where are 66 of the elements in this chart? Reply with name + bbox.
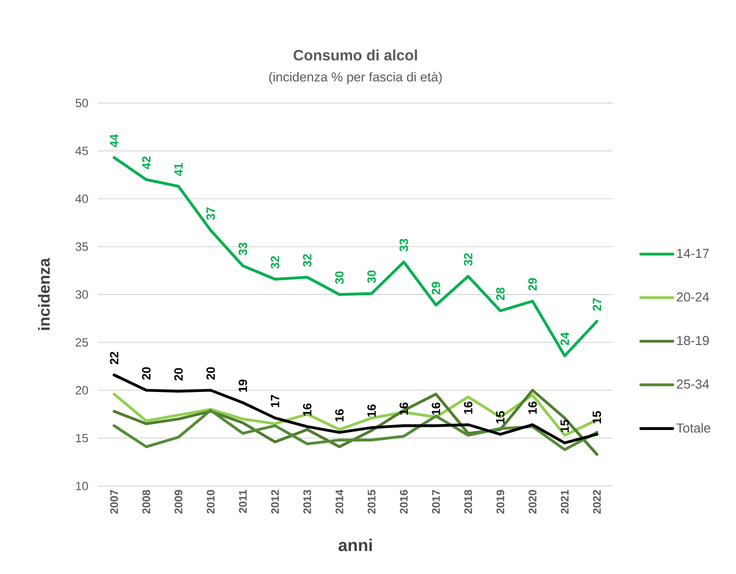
x-tick-label: 2014 (336, 490, 344, 514)
data-label: 29 (432, 282, 440, 294)
data-label: 32 (270, 256, 280, 269)
x-tick-label: 2011 (238, 490, 247, 514)
x-tick-label: 2009 (174, 490, 182, 514)
y-tick-label: 30 (76, 290, 88, 299)
x-tick-label: 2020 (528, 490, 536, 514)
x-tick-label: 2008 (142, 490, 150, 514)
data-label: 16 (464, 402, 472, 414)
x-tick-label: 2022 (593, 490, 601, 514)
data-label: 19 (238, 380, 248, 392)
data-label: 20 (206, 367, 215, 380)
data-label: 44 (110, 134, 118, 148)
data-label: 33 (238, 242, 248, 256)
data-label: 15 (496, 411, 505, 424)
y-tick-label: 35 (76, 242, 88, 251)
chart-subtitle: (incidenza % per fascia di età) (269, 72, 442, 84)
x-tick-label: 2021 (560, 490, 569, 514)
legend-label: 25-34 (676, 380, 710, 389)
x-tick-label: 2018 (464, 490, 472, 514)
y-tick-label: 40 (75, 194, 88, 203)
chart-title: Consumo di alcol (294, 49, 417, 60)
data-label: 16 (335, 409, 344, 422)
y-tick-label: 15 (76, 434, 88, 442)
data-label: 33 (400, 238, 408, 252)
data-label: 24 (560, 332, 569, 346)
data-label: 22 (110, 352, 118, 364)
y-tick-label: 45 (75, 146, 88, 156)
data-label: 42 (142, 156, 150, 170)
data-label: 28 (496, 288, 505, 300)
data-label: 16 (367, 404, 376, 417)
y-tick-label: 25 (76, 338, 88, 347)
data-label: 16 (528, 402, 537, 414)
data-label: 32 (302, 254, 312, 267)
data-label: 17 (270, 395, 280, 408)
y-tick-label: 20 (76, 386, 88, 394)
data-label: 20 (142, 367, 151, 380)
y-axis-title: incidenza (38, 258, 50, 330)
x-tick-label: 2007 (110, 490, 118, 514)
x-axis-title: anni (338, 538, 372, 552)
data-label: 16 (400, 402, 408, 415)
legend-label: 18-19 (677, 336, 709, 346)
data-label: 15 (560, 420, 569, 432)
data-label: 41 (174, 163, 183, 176)
x-tick-label: 2010 (206, 490, 215, 514)
legend-label: Totale (676, 423, 710, 433)
x-tick-label: 2013 (303, 490, 312, 514)
x-tick-label: 2019 (496, 490, 504, 514)
data-label: 16 (432, 402, 440, 415)
legend-label: 14-17 (677, 248, 709, 258)
data-label: 16 (302, 404, 312, 416)
data-label: 15 (592, 411, 602, 424)
x-tick-label: 2012 (271, 490, 279, 514)
data-label: 29 (528, 278, 537, 291)
legend-label: 20-24 (676, 292, 710, 302)
data-label: 27 (592, 298, 602, 311)
y-tick-label: 50 (76, 98, 88, 108)
x-tick-label: 2017 (432, 490, 440, 514)
x-tick-label: 2015 (368, 490, 376, 514)
data-label: 30 (335, 271, 344, 284)
x-tick-label: 2016 (400, 490, 408, 514)
y-tick-label: 10 (76, 482, 88, 490)
data-label: 32 (464, 253, 472, 266)
data-label: 37 (206, 207, 215, 220)
data-label: 20 (174, 368, 183, 381)
data-label: 30 (367, 270, 376, 284)
